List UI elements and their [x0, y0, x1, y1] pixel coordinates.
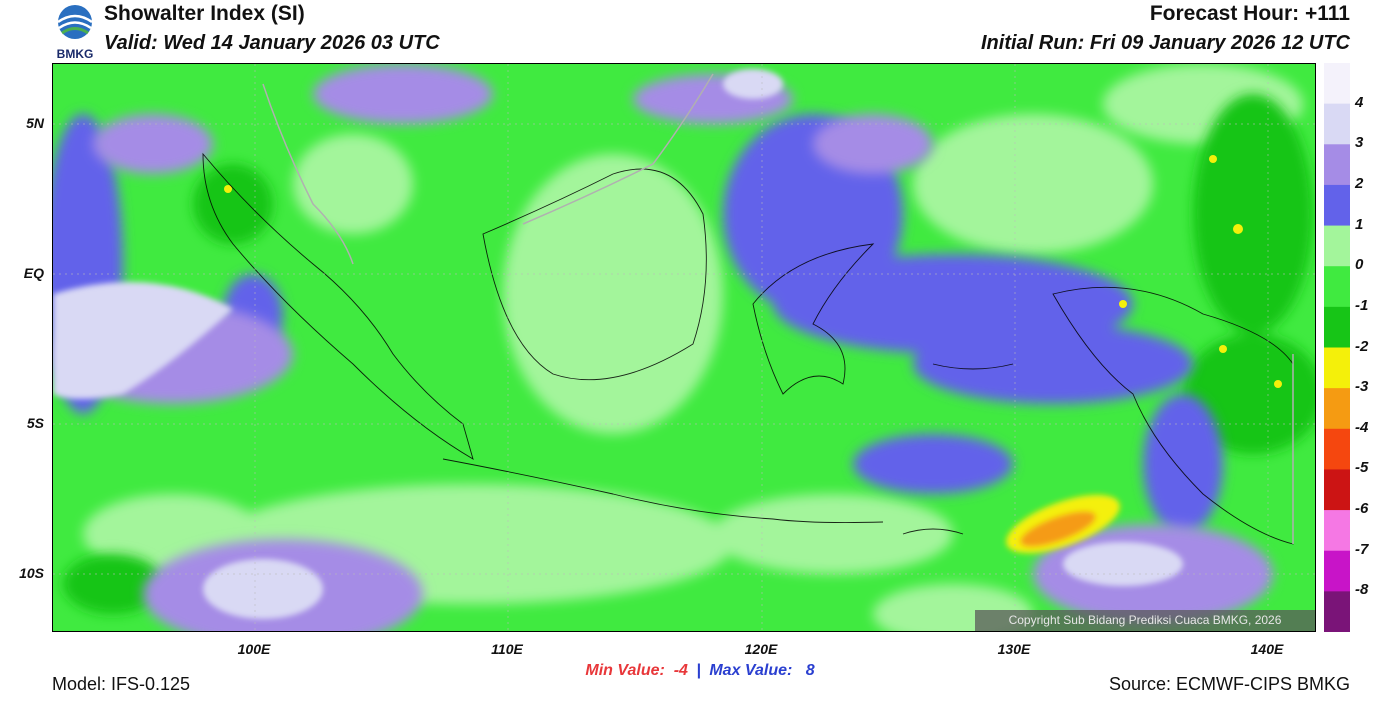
colorbar-label: 0 [1355, 256, 1364, 274]
colorbar-swatch [1324, 591, 1350, 632]
max-label: Max Value: [709, 662, 793, 679]
map-title: Showalter Index (SI) [104, 2, 305, 25]
colorbar-swatch [1324, 103, 1350, 145]
colorbar-label: -1 [1355, 296, 1369, 314]
colorbar-label: -7 [1355, 540, 1369, 558]
colorbar-label: 2 [1355, 174, 1364, 192]
lon-label-140e: 140E [1250, 641, 1284, 657]
colorbar [1324, 63, 1350, 632]
colorbar-label: 1 [1355, 215, 1364, 233]
map-panel [52, 63, 1316, 632]
lat-label-5s: 5S [26, 415, 44, 431]
colorbar-label: 3 [1355, 134, 1364, 152]
logo-text: BMKG [57, 47, 94, 60]
colorbar-label: -3 [1355, 378, 1369, 396]
lon-label-110e: 110E [491, 641, 523, 657]
copyright-note: Copyright Sub Bidang Prediksi Cuaca BMKG… [975, 610, 1315, 631]
bmkg-logo-icon: BMKG [57, 5, 94, 60]
forecast-hour: Forecast Hour: +111 [1149, 2, 1350, 25]
colorbar-label: -5 [1355, 459, 1369, 477]
colorbar-swatch [1324, 306, 1350, 348]
colorbar-swatch [1324, 550, 1350, 592]
min-label: Min Value: [585, 662, 665, 679]
colorbar-label: -4 [1355, 418, 1369, 436]
source-label: Source: ECMWF-CIPS BMKG [1108, 674, 1350, 694]
max-value: 8 [805, 662, 815, 679]
colorbar-swatch [1324, 63, 1350, 105]
lat-label-5n: 5N [26, 115, 44, 131]
colorbar-swatch [1324, 388, 1350, 430]
min-value: -4 [673, 662, 688, 679]
colorbar-swatch [1324, 347, 1350, 389]
colorbar-label: -2 [1355, 337, 1369, 355]
lat-label-10s: 10S [19, 565, 44, 581]
colorbar-swatch [1324, 510, 1350, 552]
initial-run: Initial Run: Fri 09 January 2026 12 UTC [980, 32, 1350, 54]
lat-label-eq: EQ [23, 265, 44, 281]
colorbar-swatch [1324, 184, 1350, 227]
lon-label-120e: 120E [744, 641, 778, 657]
colorbar-swatch [1324, 266, 1350, 308]
showalter-field [53, 64, 1315, 631]
colorbar-label: -6 [1355, 500, 1369, 518]
colorbar-swatch [1324, 225, 1350, 267]
min-max-values: Min Value: -4 | Max Value: 8 [0, 662, 1400, 680]
colorbar-swatch [1324, 428, 1350, 470]
model-label: Model: IFS-0.125 [52, 674, 191, 694]
colorbar-label: -8 [1355, 581, 1369, 599]
valid-time: Valid: Wed 14 January 2026 03 UTC [104, 32, 440, 54]
colorbar-swatch [1324, 469, 1350, 511]
colorbar-label: 4 [1355, 93, 1364, 111]
lon-label-100e: 100E [237, 641, 271, 657]
colorbar-swatch [1324, 144, 1350, 186]
stats-separator: | [696, 662, 701, 679]
lon-label-130e: 130E [997, 641, 1031, 657]
